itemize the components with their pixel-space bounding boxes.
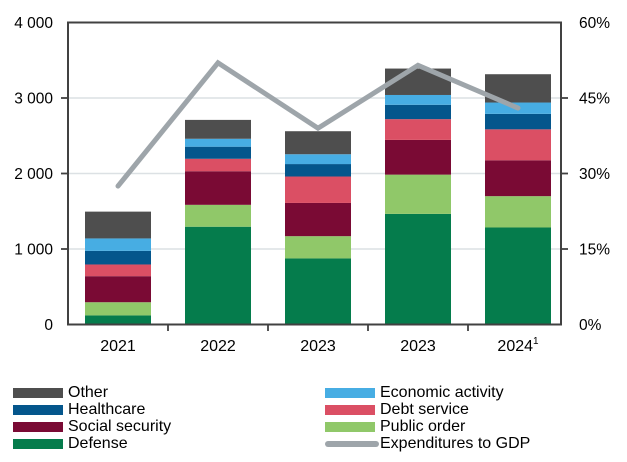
- bar-segment-other-2023-2: [285, 131, 351, 155]
- y-axis-label-left-3: 1 000: [14, 242, 53, 259]
- bar-segment-social-security-2024-4: [485, 160, 551, 197]
- bar-segment-social-security-2022-1: [185, 171, 251, 205]
- y-axis-label-right-1: 45%: [579, 91, 610, 108]
- legend-item-public-order: Public order: [325, 418, 530, 435]
- chart-svg: 4 000 3 000 2 000 1 000 0 60% 45% 30% 15% 0% 2021 2…: [14, 15, 610, 355]
- legend-label-social-security: Social security: [68, 418, 172, 435]
- bar-segment-public-order-2024-4: [485, 196, 551, 228]
- bar-segment-social-security-2021-0: [85, 276, 151, 303]
- legend-item-debt-service: Debt service: [325, 401, 530, 418]
- chart-area: 4 000 3 000 2 000 1 000 0 60% 45% 30% 15% 0% 2021 2…: [14, 15, 610, 355]
- bar-segment-defense-2023-3: [385, 213, 451, 325]
- y-axis-label-right-3: 15%: [579, 242, 610, 259]
- y-axis-label-right-0: 60%: [579, 15, 610, 32]
- legend-item-defense: Defense: [13, 435, 171, 452]
- bar-segment-economic-activity-2023-3: [385, 94, 451, 105]
- bar-segment-economic-activity-2022-1: [185, 138, 251, 147]
- y-axis-label-left-1: 3 000: [14, 91, 53, 108]
- legend-label-healthcare: Healthcare: [68, 401, 146, 418]
- bar-segment-defense-2023-2: [285, 258, 351, 325]
- legend-label-other: Other: [68, 384, 109, 401]
- legend-label-debt-service: Debt service: [380, 401, 469, 418]
- bar-segment-defense-2021-0: [85, 315, 151, 325]
- y-axis-label-left-4: 0: [44, 317, 53, 334]
- legend-swatch-debt-service: [325, 404, 375, 415]
- bar-segment-healthcare-2023-3: [385, 104, 451, 120]
- legend-swatch-social-security: [13, 421, 63, 432]
- bar-segment-debt-service-2023-2: [285, 176, 351, 203]
- legend-label-expenditures-to-gdp: Expenditures to GDP: [380, 435, 531, 452]
- bar-segment-healthcare-2022-1: [185, 146, 251, 159]
- y-axis-label-right-2: 30%: [579, 166, 610, 183]
- bar-segment-economic-activity-2021-0: [85, 238, 151, 251]
- bar-segment-public-order-2023-2: [285, 236, 351, 259]
- bar-segment-social-security-2023-2: [285, 202, 351, 237]
- legend-swatch-expenditures-line: [325, 440, 379, 447]
- legend-label-economic-activity: Economic activity: [380, 384, 504, 401]
- x-axis-label-1: 2022: [200, 338, 236, 355]
- legend-label-defense: Defense: [68, 435, 128, 452]
- legend-swatch-defense: [13, 438, 63, 449]
- y-axis-label-right-4: 0%: [579, 317, 602, 334]
- x-axis-footnote-marker: 1: [533, 336, 539, 347]
- bar-segment-healthcare-2024-4: [485, 113, 551, 130]
- bar-segment-public-order-2023-3: [385, 174, 451, 214]
- legend-item-other: Other: [13, 384, 171, 401]
- x-axis-label-3: 2023: [400, 338, 436, 355]
- bar-segment-public-order-2021-0: [85, 302, 151, 316]
- x-axis-label-2: 2023: [300, 338, 336, 355]
- expenditures-to-gdp-line: [115, 59, 521, 189]
- legend-swatch-other: [13, 387, 63, 398]
- bar-segment-debt-service-2022-1: [185, 158, 251, 172]
- legend-item-economic-activity: Economic activity: [325, 384, 530, 401]
- legend-item-expenditures-to-gdp: Expenditures to GDP: [325, 435, 530, 452]
- legend-swatch-public-order: [325, 421, 375, 432]
- legend-column-left: Other Healthcare Social security Defense: [13, 384, 171, 452]
- legend-swatch-economic-activity: [325, 387, 375, 398]
- bar-segment-public-order-2022-1: [185, 204, 251, 227]
- bar-segment-other-2021-0: [85, 211, 151, 239]
- x-axis-label-0: 2021: [100, 338, 136, 355]
- legend-column-right: Economic activity Debt service Public or…: [325, 384, 530, 452]
- bar-segment-healthcare-2023-2: [285, 164, 351, 177]
- bar-segment-social-security-2023-3: [385, 139, 451, 175]
- legend-label-public-order: Public order: [380, 418, 466, 435]
- y-axis-label-left-2: 2 000: [14, 166, 53, 183]
- bar-segment-debt-service-2023-3: [385, 119, 451, 140]
- bar-segment-debt-service-2021-0: [85, 264, 151, 277]
- legend-item-healthcare: Healthcare: [13, 401, 171, 418]
- bar-segment-economic-activity-2023-2: [285, 154, 351, 165]
- legend-item-social-security: Social security: [13, 418, 171, 435]
- y-axis-label-left-0: 4 000: [14, 15, 53, 32]
- legend-swatch-healthcare: [13, 404, 63, 415]
- bar-segment-defense-2022-1: [185, 226, 251, 325]
- bar-segment-debt-service-2024-4: [485, 129, 551, 161]
- bar-segment-defense-2024-4: [485, 227, 551, 325]
- bar-segment-other-2022-1: [185, 119, 251, 139]
- x-axis-label-4: 20241: [497, 336, 539, 355]
- bar-segment-healthcare-2021-0: [85, 250, 151, 265]
